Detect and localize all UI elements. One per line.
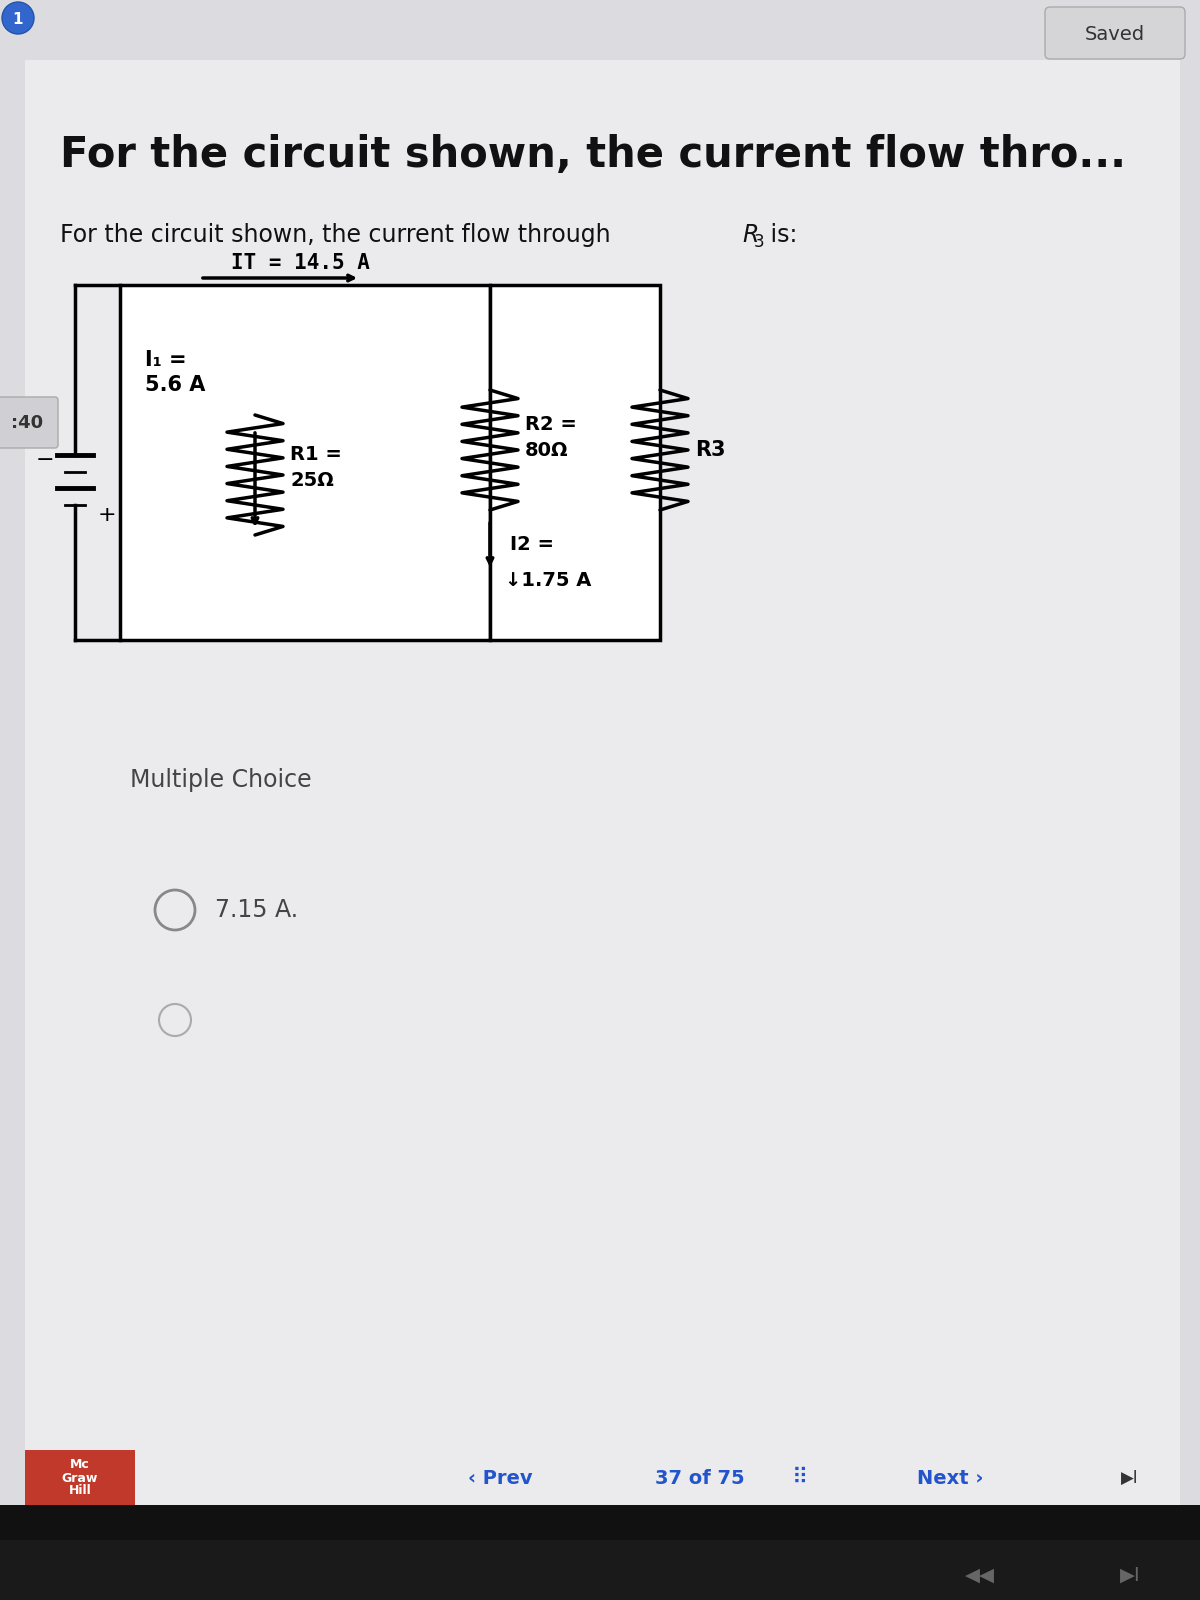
Text: Saved: Saved (1085, 26, 1145, 45)
Bar (25, 1450, 134, 1506)
Text: ‹ Prev: ‹ Prev (468, 1469, 533, 1488)
Bar (0, 1539, 1200, 1600)
Circle shape (155, 890, 194, 930)
Text: I2 =: I2 = (510, 536, 554, 555)
Bar (120, 285, 490, 640)
Text: R: R (742, 222, 758, 246)
Text: For the circuit shown, the current flow through: For the circuit shown, the current flow … (60, 222, 618, 246)
Text: For the circuit shown, the current flow thro...: For the circuit shown, the current flow … (60, 134, 1126, 176)
Text: is:: is: (763, 222, 797, 246)
Bar (25, 59, 1180, 1450)
FancyBboxPatch shape (1045, 6, 1186, 59)
Text: 1: 1 (13, 11, 23, 27)
Text: I₁ =: I₁ = (145, 350, 187, 370)
Text: ◀◀: ◀◀ (965, 1565, 995, 1584)
Bar (0, 1506, 1200, 1600)
Circle shape (158, 1005, 191, 1037)
Text: 37 of 75: 37 of 75 (655, 1469, 745, 1488)
Circle shape (2, 2, 34, 34)
Text: Mc
Graw
Hill: Mc Graw Hill (62, 1459, 98, 1498)
Text: Multiple Choice: Multiple Choice (130, 768, 312, 792)
Text: 3: 3 (754, 234, 764, 251)
Text: 7.15 A.: 7.15 A. (215, 898, 298, 922)
Text: 80Ω: 80Ω (526, 440, 569, 459)
Text: :40: :40 (11, 414, 43, 432)
Bar (490, 285, 660, 640)
Bar (25, 1450, 1180, 1506)
Text: −: − (36, 450, 54, 470)
Text: R2 =: R2 = (526, 416, 577, 435)
Text: ▶I: ▶I (1121, 1469, 1139, 1486)
Text: +: + (97, 506, 116, 525)
Text: 5.6 A: 5.6 A (145, 374, 205, 395)
Text: ↓1.75 A: ↓1.75 A (505, 571, 592, 589)
Text: 25Ω: 25Ω (290, 470, 334, 490)
FancyBboxPatch shape (0, 397, 58, 448)
Text: R3: R3 (695, 440, 726, 461)
Text: ⠿: ⠿ (792, 1469, 808, 1488)
Text: IT = 14.5 A: IT = 14.5 A (230, 253, 370, 274)
Text: Next ›: Next › (917, 1469, 983, 1488)
Text: R1 =: R1 = (290, 445, 342, 464)
Text: ▶I: ▶I (1120, 1565, 1140, 1584)
